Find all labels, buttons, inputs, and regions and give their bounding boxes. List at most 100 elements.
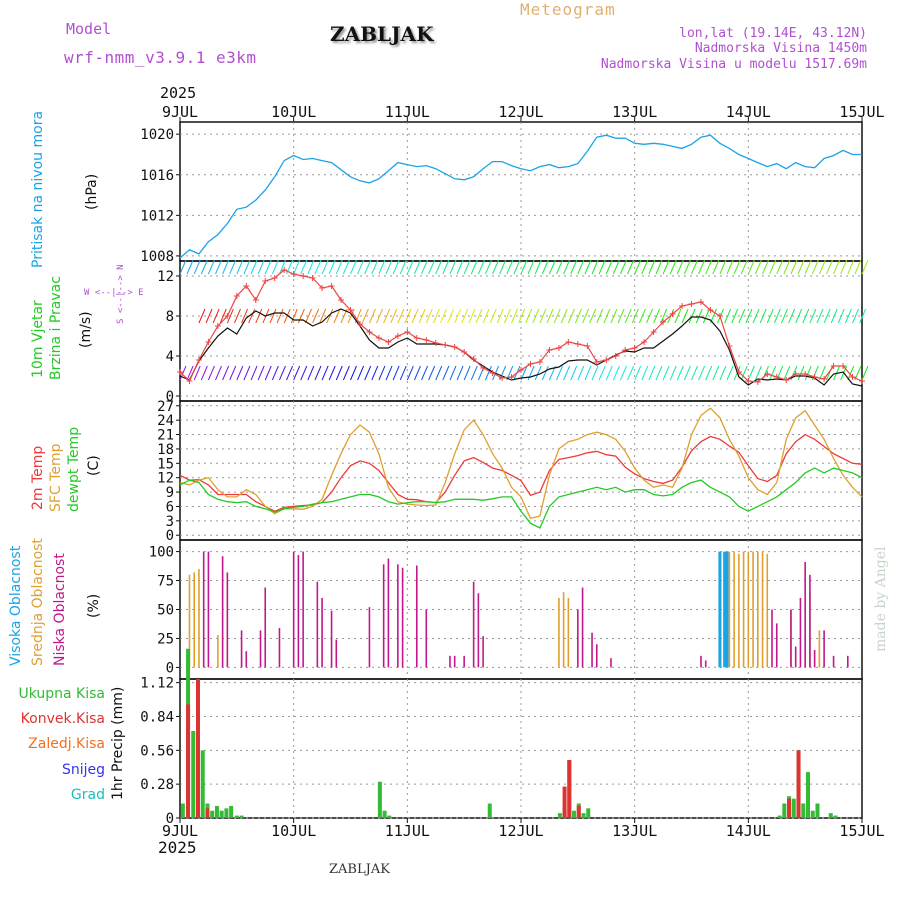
precip-total-bar	[382, 810, 387, 818]
wind-barb-lower	[229, 365, 237, 381]
wind-barb-lower	[598, 365, 606, 381]
wind-gust-marker	[574, 341, 581, 347]
wind-gust-marker	[480, 365, 487, 371]
wind-barb-upper	[861, 259, 869, 275]
wind-barb-lower	[641, 365, 649, 381]
wind-barb-mid	[589, 308, 597, 324]
wind-gust-marker	[754, 379, 761, 385]
wind-barb-mid	[695, 308, 703, 324]
wind-barb-lower	[406, 365, 414, 381]
ytick-label-prec: 0	[166, 811, 174, 827]
wind-barb-lower	[619, 365, 627, 381]
wind-barb-mid	[617, 308, 625, 324]
wind-gust-marker	[252, 297, 259, 303]
wind-barb-mid	[724, 308, 732, 324]
wind-gust-marker	[508, 374, 515, 380]
wind-barb-mid	[212, 308, 220, 324]
wind-barb-lower	[350, 365, 357, 381]
wind-gust-marker	[859, 378, 865, 384]
wind-gust-marker	[328, 283, 335, 289]
wind-barb-lower	[861, 365, 869, 381]
wind-gust-marker	[338, 297, 345, 303]
wind-barb-lower	[655, 365, 663, 381]
wind-barb-lower	[740, 365, 748, 381]
wind-barb-upper	[392, 259, 400, 275]
xtick-label-bottom: 11JUL	[385, 822, 430, 840]
wind-gust-marker	[745, 378, 752, 384]
precip-total-bar	[791, 798, 796, 818]
wind-barb-upper	[818, 259, 826, 275]
wind-barb-mid	[773, 308, 781, 324]
wind-barb-upper	[364, 259, 372, 275]
wind-gust-marker	[669, 311, 676, 317]
wind-barb-mid	[859, 308, 867, 324]
wind-barb-upper	[257, 259, 265, 275]
panel-frame-prec	[179, 678, 863, 819]
wind-barb-upper	[456, 259, 464, 275]
precip-total-bar	[581, 813, 586, 818]
wind-barb-upper	[605, 259, 613, 275]
precip-total-bar	[833, 815, 838, 818]
ytick-label-cloud: 0	[166, 660, 174, 676]
wind-barb-upper	[250, 259, 258, 275]
wind-barb-upper	[342, 259, 350, 275]
wind-barb-mid	[290, 308, 298, 324]
wind-barb-upper	[527, 259, 535, 275]
wind-barb-upper	[634, 259, 642, 275]
wind-barb-upper	[754, 259, 762, 275]
precip-total-bar	[377, 781, 382, 818]
wind-barb-lower	[371, 365, 379, 381]
wind-barb-mid	[454, 308, 462, 324]
wind-barb-lower	[250, 365, 258, 381]
wind-barb-upper	[563, 259, 571, 275]
wind-barb-upper	[733, 259, 741, 275]
wind-barb-lower	[577, 365, 585, 381]
wind-gust-marker	[546, 347, 553, 353]
ytick-label-temp: 12	[157, 471, 174, 487]
xtick-label-top: 15JUL	[839, 103, 884, 121]
wind-gust-marker	[375, 335, 382, 341]
precip-total-label: Ukupna Kisa	[18, 686, 105, 702]
wind-barb-upper	[619, 259, 627, 275]
wind-barb-mid	[660, 308, 668, 324]
wind-barb-upper	[449, 259, 457, 275]
ytick-label-temp: 0	[166, 528, 174, 544]
xtick-label-top: 10JUL	[271, 103, 316, 121]
wind-barb-mid	[575, 308, 582, 324]
footer-station: ZABLJAK	[329, 862, 390, 877]
wind-gust-marker	[660, 319, 667, 325]
precip-conv-bar	[562, 786, 567, 818]
wind-barb-mid	[283, 308, 291, 324]
wind-barb-lower	[307, 365, 315, 381]
wind-barb-lower	[485, 365, 492, 381]
wind-barb-lower	[783, 365, 791, 381]
wind-barb-mid	[816, 308, 824, 324]
wind-barb-lower	[570, 365, 578, 381]
wind-barb-upper	[790, 259, 798, 275]
wind-gust-marker	[536, 359, 543, 365]
wind-gust-marker	[792, 371, 799, 377]
wind-barb-upper	[520, 259, 528, 275]
wind-barb-mid	[390, 308, 398, 324]
wind-barb-mid	[368, 308, 376, 324]
wind-barb-upper	[442, 259, 450, 275]
wind-barb-mid	[852, 308, 859, 324]
wind-barb-lower	[378, 365, 386, 381]
wind-barb-lower	[328, 365, 336, 381]
station-title: ZABLJAK	[330, 22, 434, 46]
wind-barb-mid	[376, 308, 384, 324]
wind-gust-marker	[688, 301, 695, 307]
wind-barb-lower	[563, 365, 571, 381]
wind-barb-lower	[754, 365, 762, 381]
precip-conv-bar	[186, 704, 191, 818]
ytick-label-pres: 1012	[140, 208, 174, 224]
ytick-label-wind: 4	[166, 349, 174, 365]
wind-barb-mid	[560, 308, 568, 324]
wind-barb-upper	[335, 259, 343, 275]
wind-barb-lower	[357, 365, 365, 381]
xtick-label-bottom: 14JUL	[726, 822, 771, 840]
wind-barb-lower	[463, 365, 471, 381]
wind-gust-marker	[783, 377, 790, 383]
year-bottom: 2025	[158, 838, 197, 857]
